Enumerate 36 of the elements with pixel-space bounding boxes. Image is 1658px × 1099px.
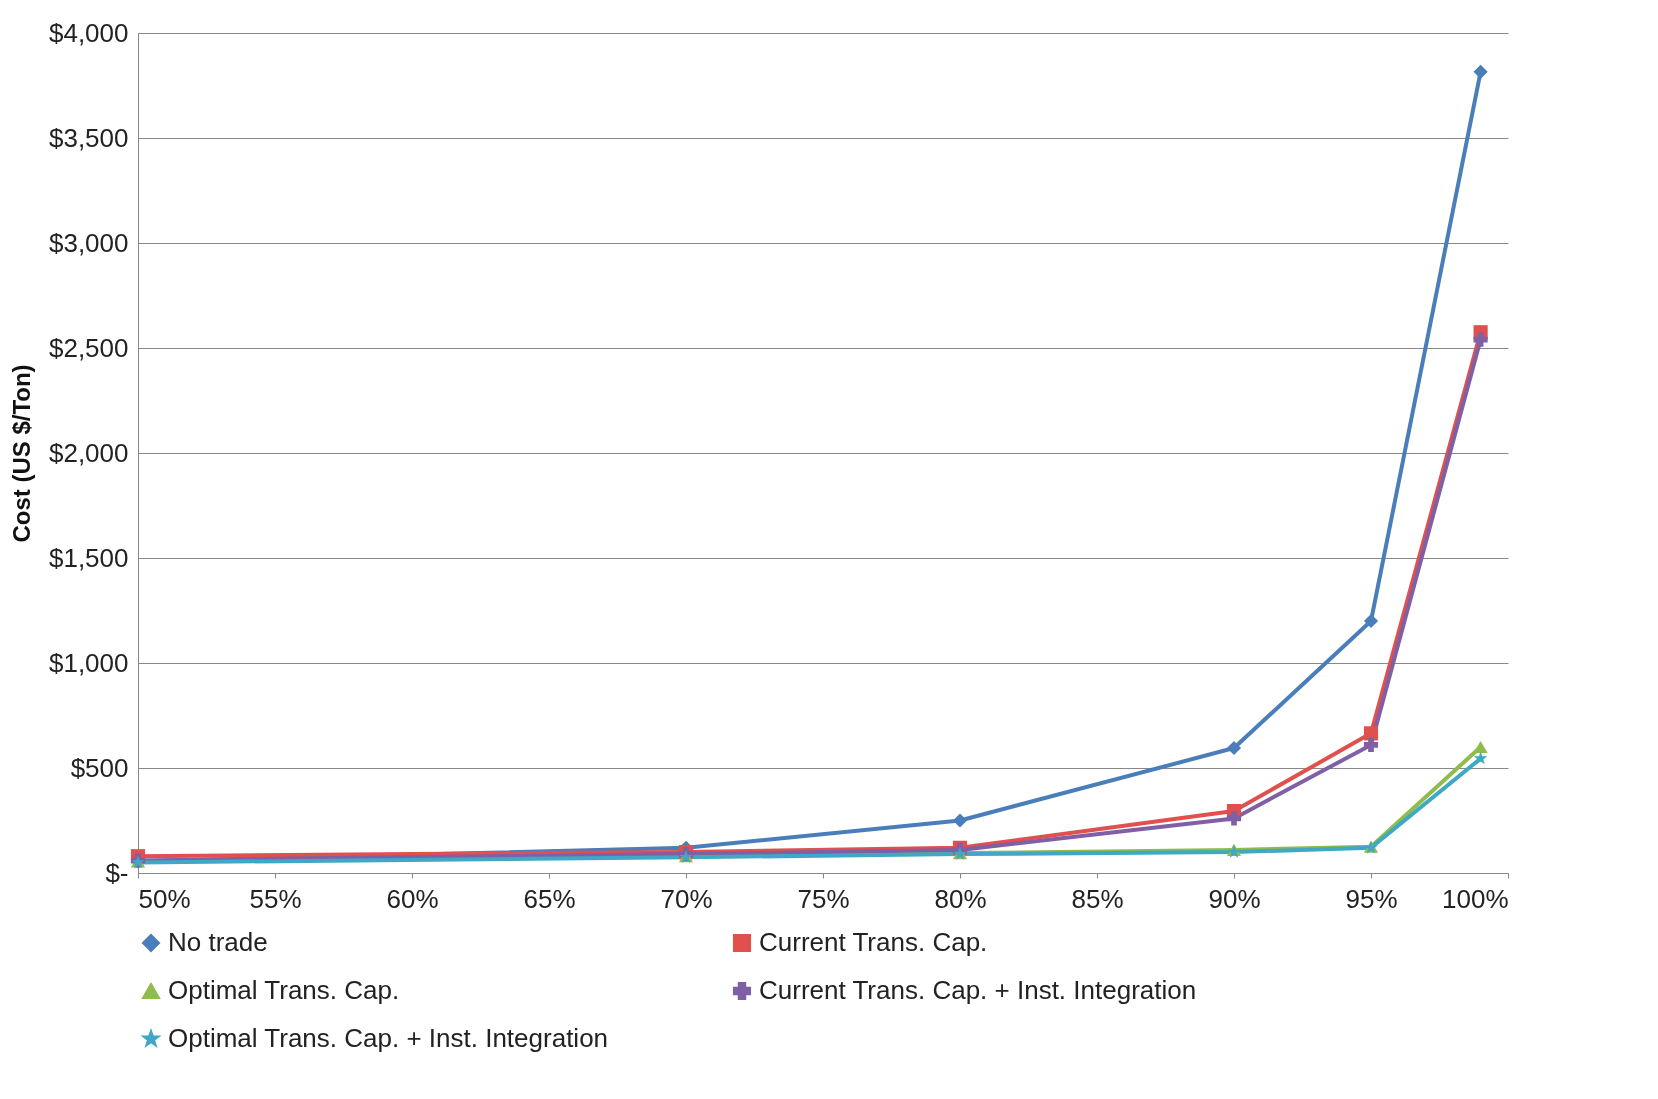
point	[1363, 737, 1379, 752]
y-tick-label: $2,500	[48, 332, 129, 363]
y-tick-label: $1,000	[48, 647, 129, 678]
point	[1363, 613, 1379, 629]
x-tick-label: 60%	[386, 883, 439, 914]
x-tick-label: 50%	[138, 883, 191, 914]
point	[1226, 740, 1242, 756]
x-tick-label: 90%	[1208, 883, 1261, 914]
x-tick-label: 95%	[1345, 883, 1398, 914]
y-tick-label: $3,000	[48, 227, 129, 258]
x-tick-label: 75%	[797, 883, 850, 914]
y-tick-label: $-	[105, 857, 129, 888]
point	[1226, 811, 1242, 826]
x-tick-label: 100%	[1442, 883, 1509, 914]
x-tick-label: 55%	[249, 883, 302, 914]
point	[1473, 751, 1488, 765]
point	[1473, 332, 1488, 347]
y-tick-label: $3,500	[48, 122, 129, 153]
y-tick-label: $1,500	[48, 542, 129, 573]
x-tick-label: 85%	[1071, 883, 1124, 914]
legend-label: No trade	[168, 927, 268, 957]
point	[1473, 64, 1488, 79]
y-tick-label: $4,000	[48, 17, 129, 48]
y-axis-title: Cost (US $/Ton)	[7, 364, 35, 543]
x-tick-label: 65%	[523, 883, 576, 914]
y-tick-label: $500	[70, 752, 129, 783]
point	[1473, 740, 1488, 754]
x-tick-label: 80%	[934, 883, 987, 914]
legend-label: Current Trans. Cap.	[759, 927, 988, 957]
legend-label: Current Trans. Cap. + Inst. Integration	[759, 975, 1197, 1005]
legend-label: Optimal Trans. Cap.	[168, 975, 400, 1005]
x-tick-label: 70%	[660, 883, 713, 914]
y-tick-label: $2,000	[48, 437, 129, 468]
legend-label: Optimal Trans. Cap. + Inst. Integration	[168, 1023, 609, 1053]
point	[952, 813, 968, 828]
point	[1363, 726, 1379, 741]
